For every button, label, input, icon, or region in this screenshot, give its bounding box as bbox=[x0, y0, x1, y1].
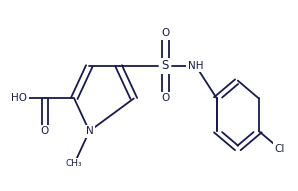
Text: N: N bbox=[86, 126, 93, 136]
Text: HO: HO bbox=[11, 93, 27, 104]
Text: S: S bbox=[162, 59, 169, 72]
Text: CH₃: CH₃ bbox=[66, 159, 83, 168]
Text: O: O bbox=[161, 28, 170, 38]
Text: NH: NH bbox=[188, 61, 204, 71]
Text: Cl: Cl bbox=[275, 144, 285, 154]
Text: O: O bbox=[161, 93, 170, 104]
Text: O: O bbox=[41, 126, 49, 136]
